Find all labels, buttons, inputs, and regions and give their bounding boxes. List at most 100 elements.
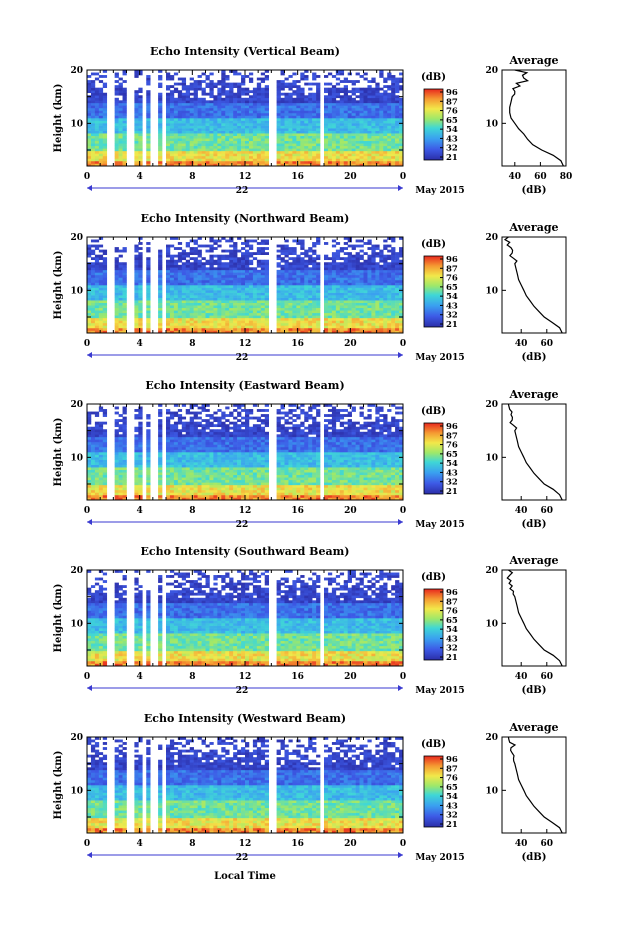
heatmap-cell [276, 87, 281, 91]
heatmap-cell [138, 302, 143, 306]
heatmap-cell [316, 143, 321, 147]
heatmap-cell [367, 158, 372, 162]
heatmap-cell [233, 287, 238, 291]
heatmap-cell [237, 282, 242, 286]
heatmap-cell [339, 145, 345, 149]
heatmap-cell [359, 97, 364, 101]
heatmap-cell [209, 118, 214, 121]
heatmap-cell [205, 145, 210, 149]
heatmap-cell [181, 110, 187, 114]
heatmap-cell [90, 100, 96, 104]
heatmap-cell [102, 325, 108, 329]
heatmap-cell [327, 277, 333, 281]
heatmap-cell [94, 135, 100, 139]
heatmap-cell [158, 150, 163, 154]
heatmap-cell [193, 82, 198, 86]
heatmap-cell [280, 310, 285, 314]
heatmap-cell [379, 312, 384, 316]
heatmap-cell [114, 274, 119, 278]
heatmap-cell [339, 330, 345, 334]
heatmap-cell [233, 72, 238, 76]
heatmap-cell [252, 320, 258, 324]
heatmap-cell [327, 295, 333, 298]
heatmap-cell [292, 145, 297, 149]
heatmap-cell [134, 97, 139, 101]
heatmap-cell [213, 285, 218, 288]
heatmap-cell [296, 285, 301, 288]
heatmap-cell [331, 290, 337, 293]
heatmap-cell [256, 287, 262, 291]
heatmap-cell [359, 244, 364, 248]
heatmap-cell [138, 307, 143, 311]
heatmap-cell [304, 115, 309, 119]
heatmap-cell [276, 112, 281, 116]
heatmap-cell [284, 148, 289, 152]
heatmap-cell [292, 277, 297, 281]
heatmap-cell [284, 274, 289, 278]
heatmap-cell [138, 130, 143, 134]
heatmap-cell [379, 325, 384, 329]
heatmap-cell [399, 297, 404, 301]
heatmap-cell [181, 115, 187, 119]
heatmap-cell [229, 123, 234, 126]
heatmap-cell [387, 102, 392, 106]
y-axis-label: Height (km) [53, 251, 64, 320]
heatmap-cell [201, 312, 206, 316]
heatmap-cell [221, 327, 226, 331]
heatmap-cell [391, 120, 396, 124]
heatmap-cell [391, 285, 396, 288]
heatmap-cell [343, 105, 348, 109]
heatmap-cell [375, 320, 380, 324]
heatmap-cell [166, 75, 171, 78]
heatmap-cell [114, 307, 119, 311]
heatmap-cell [241, 312, 246, 316]
heatmap-cell [260, 252, 266, 255]
heatmap-cell [185, 140, 190, 144]
heatmap-cell [351, 320, 356, 324]
heatmap-cell [181, 285, 187, 288]
heatmap-cell [331, 254, 337, 258]
heatmap-cell [229, 90, 234, 94]
heatmap-cell [252, 107, 258, 111]
heatmap-cell [90, 269, 96, 273]
heatmap-cell [264, 282, 269, 286]
heatmap-cell [189, 267, 194, 271]
heatmap-cell [324, 327, 329, 331]
heatmap-cell [379, 70, 384, 73]
avg-y-tick-label: 20 [485, 233, 498, 243]
heatmap-cell [209, 95, 214, 99]
heatmap-cell [375, 140, 380, 144]
heatmap-cell [339, 110, 345, 114]
heatmap-cell [193, 110, 198, 114]
heatmap-cell [197, 75, 202, 78]
heatmap-cell [371, 115, 376, 119]
heatmap-cell [256, 107, 262, 111]
heatmap-cell [98, 158, 104, 162]
heatmap-cell [90, 257, 96, 261]
heatmap-cell [355, 325, 360, 329]
heatmap-cell [391, 259, 396, 263]
heatmap-cell [304, 133, 309, 136]
heatmap-cell [312, 244, 317, 248]
heatmap-cell [252, 128, 258, 131]
heatmap-cell [324, 285, 329, 288]
heatmap-cell [114, 90, 119, 94]
heatmap-cell [359, 274, 364, 278]
heatmap-cell [387, 285, 392, 288]
heatmap-cell [395, 153, 400, 157]
heatmap-cell [118, 120, 123, 124]
heatmap-cell [339, 302, 345, 306]
heatmap-cell [193, 100, 198, 104]
heatmap-cell [94, 449, 100, 453]
heatmap-cell [347, 315, 352, 319]
heatmap-cell [399, 138, 404, 142]
heatmap-cell [292, 160, 297, 164]
heatmap-cell [221, 155, 226, 159]
heatmap-cell [260, 264, 266, 268]
heatmap-cell [158, 82, 163, 86]
heatmap-cell [316, 155, 321, 159]
heatmap-cell [94, 145, 100, 149]
heatmap-cell [118, 100, 123, 104]
heatmap-cell [296, 327, 301, 331]
heatmap-cell [399, 102, 404, 106]
